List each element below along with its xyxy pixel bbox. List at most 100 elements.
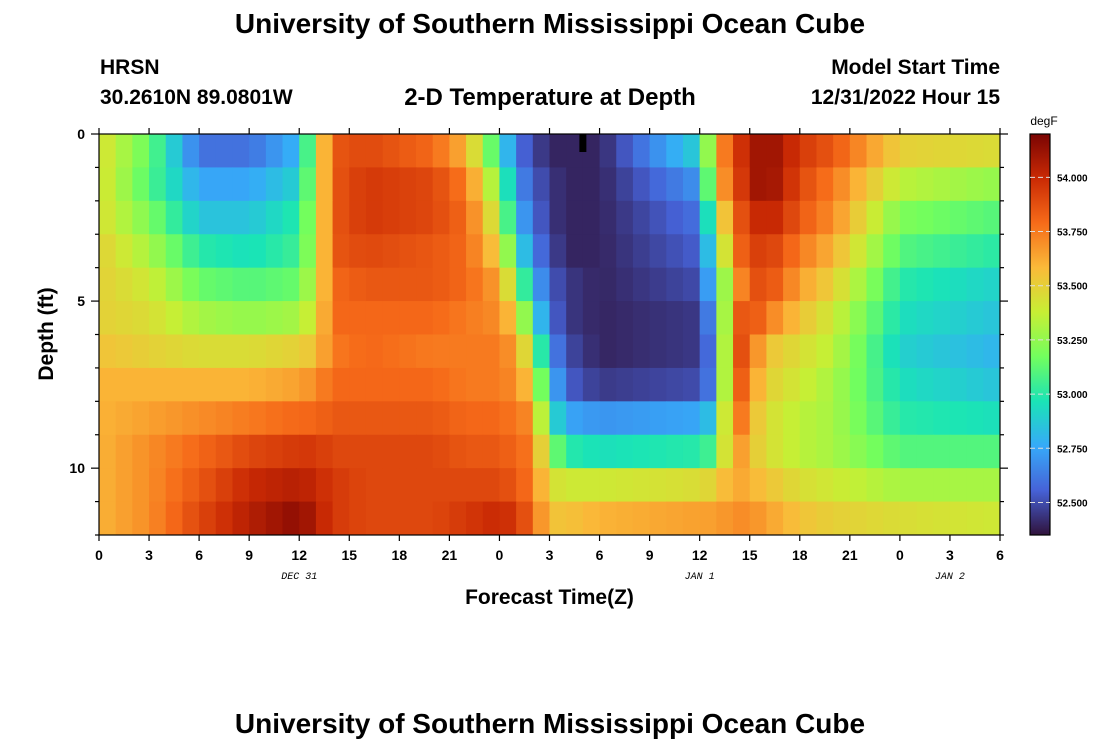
heatmap-cell [682,334,701,369]
page-title: University of Southern Mississippi Ocean… [234,8,866,39]
heatmap-cell [582,200,601,235]
heatmap-cell [966,301,984,336]
heatmap-cell [649,401,667,436]
heatmap-cell [382,501,400,535]
heatmap-cell [382,301,400,336]
heatmap-cell [916,401,934,436]
heatmap-cell [132,167,150,202]
heatmap-cell [833,501,851,535]
heatmap-cell [132,501,150,535]
heatmap-cell [482,334,501,369]
heatmap-cell [249,234,267,269]
heatmap-cell [983,134,1000,169]
heatmap-cell [332,267,350,302]
heatmap-cell [682,134,701,169]
heatmap-cell [516,167,534,202]
heatmap-cell [132,234,150,269]
x-tick-label: 0 [896,547,904,563]
heatmap-cell [632,334,651,369]
heatmap-cell [315,134,334,169]
heatmap-cell [799,301,818,336]
heatmap-cell [682,200,701,235]
heatmap-cell [499,301,517,336]
heatmap-cell [566,167,584,202]
heatmap-cell [132,401,150,436]
heatmap-cell [99,134,117,169]
heatmap-cell [766,367,784,402]
heatmap-cell [265,267,284,302]
heatmap-cell [149,401,167,436]
heatmap-cell [966,501,984,535]
heatmap-cell [749,401,768,436]
heatmap-cell [182,134,200,169]
heatmap-cell [549,434,567,469]
heatmap-cell [265,234,284,269]
heatmap-cell [499,200,517,235]
heatmap-cell [416,234,434,269]
heatmap-cell [783,468,801,503]
heatmap-cell [549,334,567,369]
heatmap-cell [449,234,467,269]
heatmap-cell [682,434,701,469]
heatmap-cell [883,301,901,336]
heatmap-cell [632,434,651,469]
heatmap-cell [916,167,934,202]
heatmap-cell [165,334,184,369]
heatmap-cell [232,468,250,503]
heatmap-cell [899,334,918,369]
heatmap-cell [416,301,434,336]
heatmap-cell [382,334,400,369]
heatmap-cell [949,367,968,402]
heatmap-cell [616,134,634,169]
heatmap-cell [766,234,784,269]
heatmap-cell [199,501,217,535]
heatmap-cell [699,434,717,469]
heatmap-cell [733,200,751,235]
heatmap-cell [232,134,250,169]
heatmap-cell [115,200,133,235]
heatmap-cell [966,234,984,269]
heatmap-cell [232,401,250,436]
heatmap-cell [499,367,517,402]
heatmap-cell [132,434,150,469]
heatmap-cell [132,267,150,302]
heatmap-cell [149,334,167,369]
y-tick-label: 0 [77,126,85,142]
heatmap-cell [866,434,884,469]
heatmap-cell [666,301,684,336]
heatmap-cell [232,167,250,202]
heatmap-cell [115,468,133,503]
heatmap-cell [649,434,667,469]
heatmap-cell [365,267,384,302]
heatmap-cell [382,367,400,402]
heatmap-cell [532,267,551,302]
heatmap-cell [549,367,567,402]
heatmap-cell [916,434,934,469]
heatmap-cell [899,234,918,269]
heatmap-cell [833,200,851,235]
heatmap-cell [616,334,634,369]
heatmap-cell [666,401,684,436]
x-tick-label: 9 [646,547,654,563]
heatmap-cell [649,501,667,535]
heatmap-cell [749,301,768,336]
heatmap-cell [616,167,634,202]
heatmap-cell [866,134,884,169]
heatmap-cell [916,468,934,503]
heatmap-cell [215,234,234,269]
model-start-value: 12/31/2022 Hour 15 [810,86,1000,109]
heatmap-cell [716,468,734,503]
heatmap-cell [666,234,684,269]
heatmap-cell [849,134,868,169]
heatmap-cell [949,267,968,302]
heatmap-cell [582,301,601,336]
heatmap-cell [716,234,734,269]
heatmap-cell [199,267,217,302]
heatmap-cell [165,167,184,202]
heatmap-cell [582,401,601,436]
heatmap-cell [783,267,801,302]
heatmap-cell [649,234,667,269]
heatmap-cell [833,334,851,369]
heatmap-cell [833,468,851,503]
heatmap-cell [899,267,918,302]
